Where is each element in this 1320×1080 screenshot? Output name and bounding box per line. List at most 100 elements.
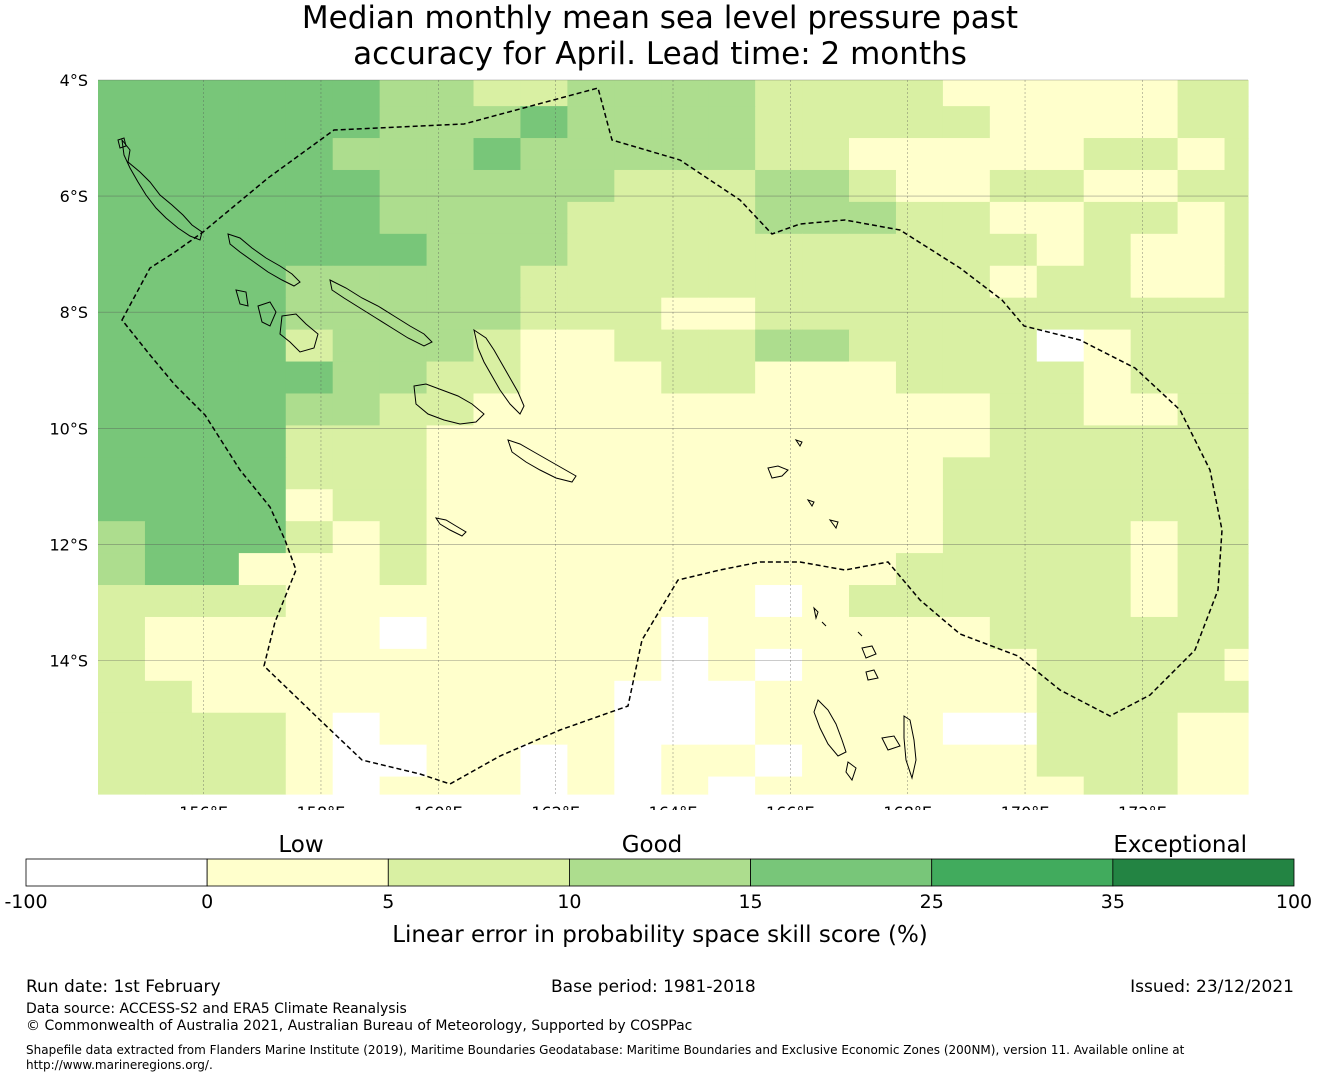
- skill-cell: [802, 744, 850, 778]
- skill-cell: [473, 648, 522, 682]
- skill-cell: [98, 393, 146, 426]
- skill-cell: [332, 80, 381, 107]
- skill-cell: [98, 553, 146, 586]
- skill-cell: [989, 457, 1038, 490]
- skill-cell: [708, 776, 756, 795]
- skill-cell: [238, 201, 287, 235]
- skill-cell: [614, 265, 662, 299]
- colorbar-swatch: [25, 858, 208, 887]
- skill-cell: [1177, 776, 1226, 795]
- skill-cell: [755, 233, 803, 267]
- skill-cell: [755, 138, 803, 171]
- skill-cell: [285, 393, 334, 426]
- skill-cell: [614, 425, 662, 458]
- skill-cell: [614, 169, 662, 203]
- skill-cell: [98, 361, 146, 395]
- skill-cell: [708, 169, 756, 203]
- skill-cell: [1177, 201, 1226, 235]
- skill-cell: [238, 744, 287, 778]
- skill-cell: [426, 201, 475, 235]
- skill-cell: [426, 297, 475, 331]
- colorbar-tick-label: 100: [1276, 891, 1312, 913]
- skill-cell: [1224, 425, 1249, 458]
- skill-cell: [191, 329, 240, 363]
- skill-cell: [520, 489, 568, 522]
- skill-cell: [802, 393, 850, 426]
- skill-cell: [1177, 361, 1226, 395]
- skill-cell: [802, 106, 850, 139]
- skill-cell: [942, 680, 991, 714]
- skill-cell: [895, 106, 944, 139]
- skill-cell: [520, 425, 568, 458]
- skill-cell: [989, 425, 1038, 458]
- skill-cell: [1177, 457, 1226, 490]
- skill-cell: [1036, 106, 1085, 139]
- skill-cell: [895, 361, 944, 395]
- skill-cell: [942, 776, 991, 795]
- skill-cell: [332, 329, 381, 363]
- skill-cell: [1036, 169, 1085, 203]
- skill-cell: [755, 265, 803, 299]
- map-title: Median monthly mean sea level pressure p…: [0, 0, 1320, 72]
- skill-cell: [1224, 393, 1249, 426]
- run-date: Run date: 1st February: [26, 977, 221, 997]
- santa-cruz-islands: [767, 439, 839, 530]
- skill-cell: [238, 361, 287, 395]
- skill-cell: [1036, 80, 1085, 107]
- skill-cell: [520, 297, 568, 331]
- skill-cell: [1130, 712, 1179, 746]
- colorbar-swatch: [1112, 858, 1295, 887]
- skill-cell: [144, 393, 193, 426]
- skill-cell: [1177, 169, 1226, 203]
- skill-cell: [895, 297, 944, 331]
- skill-cell: [614, 329, 662, 363]
- skill-cell: [755, 457, 803, 490]
- skill-cell: [661, 489, 709, 522]
- skill-cell: [755, 521, 803, 554]
- skill-cell: [1130, 265, 1179, 299]
- skill-cell: [1083, 138, 1132, 171]
- skill-cell: [895, 265, 944, 299]
- skill-cell: [1083, 553, 1132, 586]
- skill-cell: [1224, 744, 1249, 778]
- skill-cell: [895, 80, 944, 107]
- skill-cell: [473, 393, 522, 426]
- skill-cell: [1036, 521, 1085, 554]
- skill-cell: [191, 80, 240, 107]
- skill-cell: [849, 80, 897, 107]
- skill-cell: [661, 80, 709, 107]
- skill-cell: [802, 329, 850, 363]
- skill-cell: [802, 233, 850, 267]
- skill-cell: [661, 201, 709, 235]
- skill-cell: [332, 265, 381, 299]
- skill-cell: [567, 265, 615, 299]
- skill-cell: [332, 648, 381, 682]
- skill-cell: [755, 489, 803, 522]
- skill-cell: [285, 106, 334, 139]
- skill-cell: [755, 329, 803, 363]
- skill-cell: [942, 233, 991, 267]
- skill-cell: [144, 712, 193, 746]
- skill-cell: [426, 138, 475, 171]
- skill-cell: [98, 138, 146, 171]
- skill-cell: [942, 648, 991, 682]
- skill-cell: [989, 169, 1038, 203]
- santa-isabel-island: [329, 279, 433, 347]
- skill-cell: [1177, 425, 1226, 458]
- skill-cell: [661, 616, 709, 650]
- skill-cell: [520, 233, 568, 267]
- skill-cell: [942, 744, 991, 778]
- skill-cell: [1130, 169, 1179, 203]
- skill-cell: [895, 201, 944, 235]
- skill-cell: [379, 169, 428, 203]
- skill-cell: [473, 680, 522, 714]
- skill-cell: [849, 265, 897, 299]
- skill-cell: [895, 457, 944, 490]
- skill-cell: [98, 521, 146, 554]
- colorbar-tick-label: 5: [382, 891, 394, 913]
- skill-cell: [332, 553, 381, 586]
- skill-cell: [661, 776, 709, 795]
- colorbar-swatch: [931, 858, 1114, 887]
- skill-cell: [426, 265, 475, 299]
- skill-cell: [285, 201, 334, 235]
